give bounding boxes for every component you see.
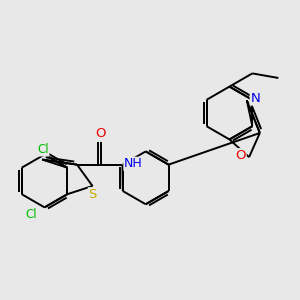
Text: NH: NH (124, 158, 143, 170)
Text: Cl: Cl (26, 208, 37, 221)
Text: S: S (88, 188, 97, 201)
Text: N: N (250, 92, 260, 105)
Text: Cl: Cl (37, 143, 49, 156)
Text: O: O (236, 149, 246, 162)
Text: O: O (95, 128, 106, 140)
